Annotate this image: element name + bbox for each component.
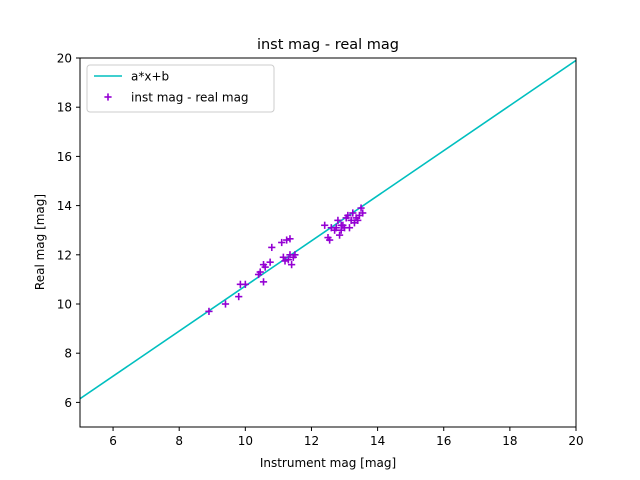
scatter-point xyxy=(288,261,296,269)
scatter-point xyxy=(235,293,243,301)
scatter-point xyxy=(281,257,289,265)
y-axis-label: Real mag [mag] xyxy=(33,194,47,290)
y-tick-label: 16 xyxy=(57,150,72,164)
x-tick-label: 12 xyxy=(304,434,319,448)
scatter-point xyxy=(256,268,264,276)
scatter-point xyxy=(326,236,334,244)
plot-area xyxy=(80,59,576,400)
scatter-point xyxy=(286,235,294,243)
x-tick-label: 6 xyxy=(109,434,117,448)
plot-frame xyxy=(79,57,577,428)
legend-item: inst mag - real mag xyxy=(104,91,249,105)
legend-label: a*x+b xyxy=(131,70,169,84)
legend-label: inst mag - real mag xyxy=(131,91,249,105)
scatter-point xyxy=(221,300,230,308)
y-axis: 6 8 10 12 14 16 18 20 xyxy=(57,52,80,410)
legend-marker-swatch xyxy=(104,93,112,101)
scatter-point xyxy=(284,256,292,264)
legend-item: a*x+b xyxy=(94,70,169,84)
scatter-point xyxy=(205,307,213,315)
x-tick-label: 16 xyxy=(436,434,451,448)
scatter-point xyxy=(332,224,340,232)
scatter-point xyxy=(334,216,342,224)
scatter-point xyxy=(335,231,344,239)
scatter-point xyxy=(261,263,269,271)
scatter-point xyxy=(345,224,354,232)
y-tick-label: 6 xyxy=(64,396,72,410)
x-tick-label: 8 xyxy=(175,434,183,448)
y-tick-label: 14 xyxy=(57,199,72,213)
x-tick-label: 10 xyxy=(238,434,253,448)
scatter-point xyxy=(279,253,287,261)
legend-box xyxy=(86,64,275,113)
x-tick-label: 20 xyxy=(568,434,583,448)
scatter-point xyxy=(268,243,276,252)
scatter-point xyxy=(321,221,329,229)
scatter-point xyxy=(357,204,365,212)
scatter-point xyxy=(259,278,268,286)
y-tick-label: 18 xyxy=(57,101,72,115)
scatter-point xyxy=(349,209,357,217)
scatter-point xyxy=(359,209,367,217)
scatter-point xyxy=(344,211,352,220)
chart-title: inst mag - real mag xyxy=(257,37,399,53)
y-tick-label: 8 xyxy=(64,347,72,361)
fit-line xyxy=(80,59,576,400)
x-tick-label: 14 xyxy=(370,434,385,448)
scatter-point xyxy=(241,280,249,288)
y-tick-label: 20 xyxy=(57,52,72,66)
scatter-point xyxy=(266,258,274,266)
scatter-point xyxy=(283,236,291,244)
legend: a*x+b inst mag - real mag xyxy=(86,64,275,113)
scatter-point xyxy=(291,251,299,259)
x-tick-label: 18 xyxy=(502,434,517,448)
scatter-point xyxy=(278,238,286,247)
y-tick-label: 12 xyxy=(57,248,72,262)
y-tick-label: 10 xyxy=(57,298,72,312)
x-axis: 6 8 10 12 14 16 18 20 xyxy=(109,427,584,448)
x-axis-label: Instrument mag [mag] xyxy=(260,456,396,470)
scatter-point xyxy=(354,216,362,224)
